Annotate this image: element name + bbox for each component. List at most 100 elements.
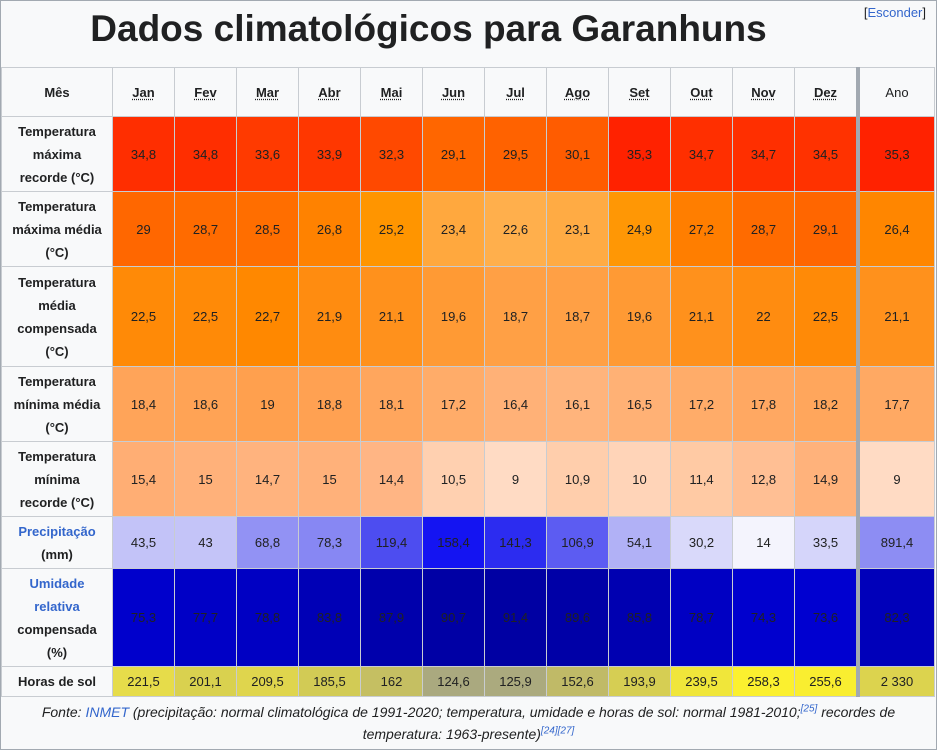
climate-row: Horas de sol 221,5 201,1 209,5 185,5 162 124,6… [1,666,935,697]
row-header-line: Umidade [29,575,85,591]
value-cell-out: 30,2 [670,516,733,569]
row-header-line: máxima [32,146,82,162]
value-cell-abr: 185,5 [298,666,361,697]
value-cell-mai: 18,1 [360,366,423,442]
row-header: Temperatura mínima média (°C) [1,366,113,442]
value-cell-nov: 12,8 [732,441,795,517]
month-header-dez: Dez [794,67,859,117]
climate-row: Temperatura máxima média (°C) 29 28,7 28,5 26,… [1,191,935,267]
value-cell-set: 54,1 [608,516,671,569]
value-cell-mai: 32,3 [360,116,423,192]
value-cell-abr: 21,9 [298,266,361,367]
value-cell-jun: 124,6 [422,666,485,697]
value-cell-jan: 43,5 [112,516,175,569]
row-header: Umidade relativa compensada (%) [1,568,113,667]
value-cell-mar: 209,5 [236,666,299,697]
value-cell-abr: 33,9 [298,116,361,192]
row-header-line: recorde (°C) [19,169,95,185]
value-cell-ago: 23,1 [546,191,609,267]
month-corner-label: Mês [1,67,113,117]
value-cell-nov: 74,3 [732,568,795,667]
month-abbr: Jun [441,84,466,100]
value-cell-mai: 25,2 [360,191,423,267]
value-cell-mai: 21,1 [360,266,423,367]
row-header-line: Temperatura [18,274,96,290]
value-cell-jun: 17,2 [422,366,485,442]
value-cell-jan: 22,5 [112,266,175,367]
month-abbr: Mar [255,84,280,100]
row-header-line: Temperatura [18,373,96,389]
ref-24[interactable]: [24] [540,725,558,737]
row-header: Temperatura média compensada (°C) [1,266,113,367]
row-header: Temperatura mínima recorde (°C) [1,441,113,517]
row-header-line: Temperatura [18,198,96,214]
value-cell-jul: 125,9 [484,666,547,697]
month-header-ago: Ago [546,67,609,117]
value-cell-dez: 18,2 [794,366,859,442]
value-cell-jun: 10,5 [422,441,485,517]
source-text-2: recordes de temperatura: 1963-presente) [362,704,896,742]
value-cell-mar: 14,7 [236,441,299,517]
value-cell-jun: 19,6 [422,266,485,367]
value-cell-out: 21,1 [670,266,733,367]
value-cell-jan: 29 [112,191,175,267]
value-cell-set: 19,6 [608,266,671,367]
value-cell-ago: 30,1 [546,116,609,192]
source-text-1: (precipitação: normal climatológica de 1… [129,704,801,720]
value-cell-fev: 34,8 [174,116,237,192]
month-abbr: Out [690,84,713,100]
value-cell-mai: 162 [360,666,423,697]
ref-27[interactable]: [27] [557,725,575,737]
value-cell-mai: 87,9 [360,568,423,667]
value-cell-mar: 19 [236,366,299,442]
month-header-jun: Jun [422,67,485,117]
source-note: Fonte: INMET (precipitação: normal clima… [41,703,896,742]
month-header-abr: Abr [298,67,361,117]
month-abbr: Jul [506,84,525,100]
month-abbr: Mai [380,84,403,100]
value-cell-out: 27,2 [670,191,733,267]
value-cell-fev: 15 [174,441,237,517]
value-cell-nov: 14 [732,516,795,569]
value-cell-out: 78,7 [670,568,733,667]
value-cell-fev: 43 [174,516,237,569]
month-abbr: Ago [564,84,591,100]
row-header-line: Temperatura [18,448,96,464]
value-cell-jul: 141,3 [484,516,547,569]
climate-table-body: Temperatura máxima recorde (°C) 34,8 34,8 33,… [1,116,935,697]
value-cell-year: 9 [856,441,935,517]
value-cell-fev: 22,5 [174,266,237,367]
value-cell-nov: 34,7 [732,116,795,192]
value-cell-ago: 18,7 [546,266,609,367]
hide-toggle[interactable]: [Esconder] [863,5,926,20]
row-header-line: Temperatura [18,123,96,139]
value-cell-dez: 33,5 [794,516,859,569]
ref-25[interactable]: [25] [800,703,818,715]
row-header-line: (%) [46,644,68,660]
month-header-set: Set [608,67,671,117]
value-cell-ago: 10,9 [546,441,609,517]
value-cell-jan: 75,3 [112,568,175,667]
month-abbr: Dez [813,84,838,100]
value-cell-dez: 14,9 [794,441,859,517]
value-cell-jul: 22,6 [484,191,547,267]
row-header-line: (°C) [45,343,69,359]
value-cell-nov: 17,8 [732,366,795,442]
month-header-mar: Mar [236,67,299,117]
value-cell-set: 85,8 [608,568,671,667]
source-link-inmet[interactable]: INMET [85,704,129,720]
value-cell-year: 17,7 [856,366,935,442]
value-cell-set: 16,5 [608,366,671,442]
value-cell-set: 193,9 [608,666,671,697]
value-cell-mar: 68,8 [236,516,299,569]
value-cell-out: 17,2 [670,366,733,442]
month-abbr: Fev [194,84,217,100]
value-cell-jun: 29,1 [422,116,485,192]
hide-link[interactable]: Esconder [867,5,923,20]
value-cell-jul: 9 [484,441,547,517]
value-cell-mai: 14,4 [360,441,423,517]
row-header-line: compensada [17,320,97,336]
month-header-jan: Jan [112,67,175,117]
climate-table: Mês Jan Fev Mar Abr Mai Jun Jul Ago Set Out Nov Dez… [1,67,935,697]
month-header-out: Out [670,67,733,117]
